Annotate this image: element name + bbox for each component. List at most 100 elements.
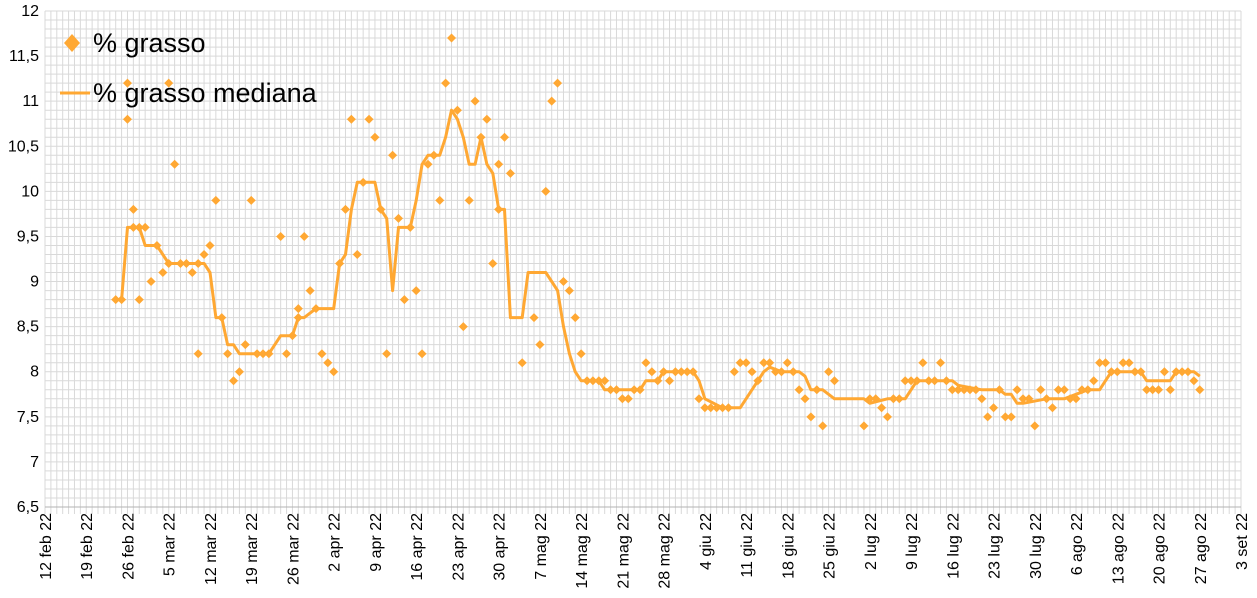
data-point [558,277,568,287]
data-point [1083,385,1093,395]
data-point [712,403,722,413]
data-point [735,358,745,368]
data-point [594,376,604,386]
data-point [329,367,339,377]
data-point [1148,385,1158,395]
data-point [423,159,433,169]
data-point [753,376,763,386]
data-point [765,358,775,368]
data-point [482,114,492,124]
data-point [641,358,651,368]
x-tick-label: 16 lug 22 [945,513,962,579]
data-point [676,367,686,377]
data-point [240,340,250,350]
x-tick-label: 13 ago 22 [1110,513,1127,584]
data-point [293,313,303,323]
y-tick-label: 7,5 [17,409,39,426]
y-axis-tick-labels: 6,5 7 7,5 8 8,5 9 9,5 10 10,5 11 11,5 12 [8,3,39,516]
data-point [470,96,480,106]
data-point [812,385,822,395]
y-tick-label: 7 [30,454,39,471]
x-tick-label: 19 feb 22 [79,513,96,580]
data-point [1018,394,1028,404]
data-point [694,394,704,404]
legend: % grasso % grasso mediana [60,28,318,108]
data-point [1000,412,1010,422]
data-point [635,385,645,395]
data-point [747,367,757,377]
x-tick-label: 25 giu 22 [822,513,839,579]
y-tick-label: 9,5 [17,228,39,245]
y-tick-label: 10 [21,183,39,200]
data-point [912,376,922,386]
data-point [134,295,144,305]
data-point [287,331,297,341]
legend-label-mediana: % grasso mediana [93,78,318,108]
data-point [741,358,751,368]
legend-label-grasso: % grasso [93,28,206,58]
x-tick-label: 4 giu 22 [698,513,715,570]
x-tick-label: 26 mar 22 [285,513,302,585]
data-point [553,78,563,88]
data-point [947,385,957,395]
data-point [1195,385,1205,395]
data-point [759,358,769,368]
data-point [1071,394,1081,404]
data-point [199,249,209,259]
data-point [211,195,221,205]
y-tick-label: 8,5 [17,319,39,336]
data-point [458,322,468,332]
data-point [1006,412,1016,422]
data-point [429,150,439,160]
data-point [576,349,586,359]
data-point [494,204,504,214]
data-point [276,231,286,241]
x-tick-label: 30 apr 22 [492,513,509,581]
data-point [158,268,168,278]
data-point [1183,367,1193,377]
data-point [152,240,162,250]
data-point [800,394,810,404]
data-point [323,358,333,368]
data-point [776,367,786,377]
data-point [611,385,621,395]
data-point [665,376,675,386]
data-point [234,367,244,377]
y-tick-label: 11 [22,93,39,110]
data-point [411,286,421,296]
x-tick-label: 16 apr 22 [409,513,426,581]
data-point [464,195,474,205]
data-point [193,259,203,269]
data-point [181,259,191,269]
legend-item-mediana: % grasso mediana [60,78,318,108]
data-point [794,385,804,395]
x-tick-label: 9 lug 22 [904,513,921,570]
data-point [623,394,633,404]
y-tick-label: 10,5 [8,138,39,155]
data-point [128,204,138,214]
x-tick-label: 2 lug 22 [863,513,880,570]
data-point [293,304,303,314]
data-point [989,403,999,413]
data-point [570,313,580,323]
data-point [888,394,898,404]
data-point [600,376,610,386]
data-point [900,376,910,386]
data-point [723,403,733,413]
data-point [346,114,356,124]
data-point [977,394,987,404]
x-tick-label: 26 feb 22 [120,513,137,580]
data-point [1136,367,1146,377]
y-tick-label: 6,5 [17,499,39,516]
x-tick-label: 21 mag 22 [615,513,632,589]
data-point [376,204,386,214]
data-point [971,385,981,395]
data-point [352,249,362,259]
data-point [865,394,875,404]
data-point [382,349,392,359]
data-point [953,385,963,395]
data-point [500,132,510,142]
x-tick-label: 14 mag 22 [574,513,591,589]
x-tick-label: 19 mar 22 [244,513,261,585]
data-point [1165,385,1175,395]
